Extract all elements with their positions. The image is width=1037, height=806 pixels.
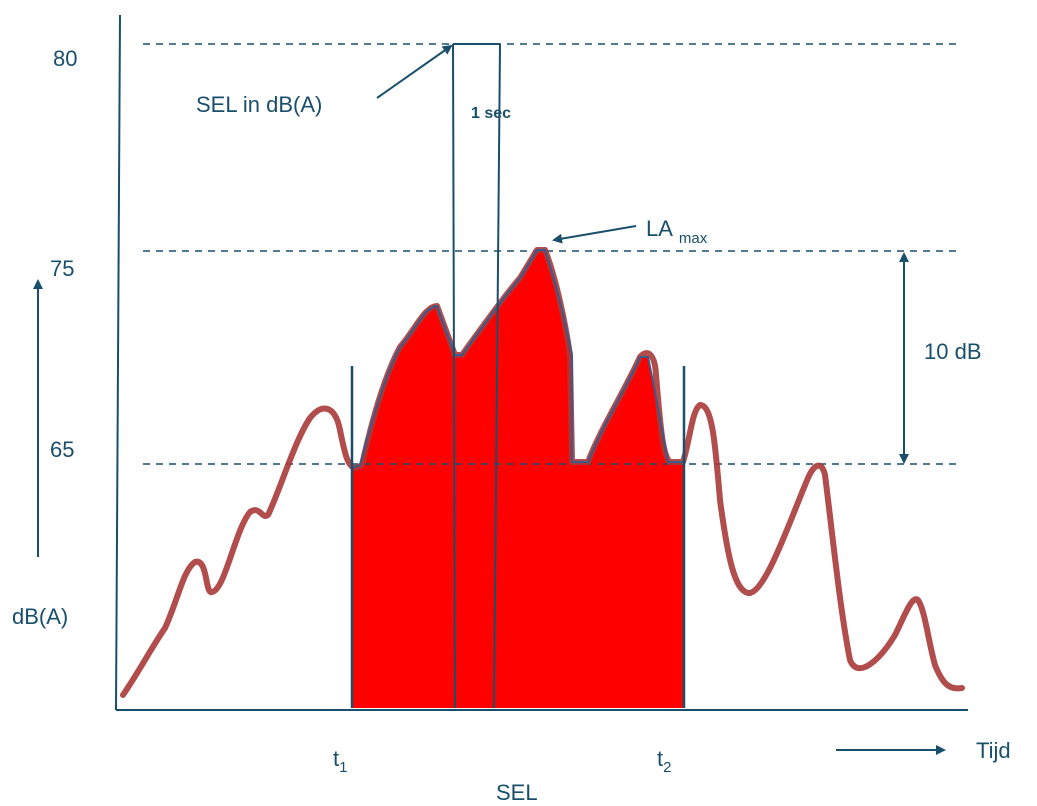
- sel-pointer-arrow: [376, 44, 453, 99]
- t1-label: t1: [333, 746, 347, 776]
- envelope-outline: [351, 249, 683, 469]
- t2-base: t: [657, 746, 663, 771]
- tick-label-65: 65: [50, 437, 74, 462]
- one-sec-label: 1 sec: [471, 105, 511, 122]
- sel-filled-area: [352, 250, 683, 708]
- t1-sub: 1: [339, 759, 347, 776]
- sel-bottom-label: SEL: [496, 780, 538, 805]
- la-max-base: LA: [646, 216, 673, 241]
- la-max-sub: max: [679, 230, 708, 247]
- time-axis-label: Tijd: [976, 738, 1011, 763]
- y-axis-label: dB(A): [12, 604, 68, 629]
- ten-db-label: 10 dB: [924, 339, 982, 364]
- t1-base: t: [333, 746, 339, 771]
- t2-sub: 2: [663, 759, 671, 776]
- t2-label: t2: [657, 746, 671, 776]
- sel-in-dba-label: SEL in dB(A): [196, 92, 322, 117]
- sel-rect-right: [493, 43, 501, 709]
- sel-rect-left: [452, 43, 456, 709]
- tick-label-80: 80: [53, 46, 77, 71]
- la-max-label: LA max: [646, 216, 708, 247]
- lamax-pointer-arrow: [552, 225, 637, 244]
- tick-label-75: 75: [50, 256, 74, 281]
- y-axis-line: [115, 14, 121, 711]
